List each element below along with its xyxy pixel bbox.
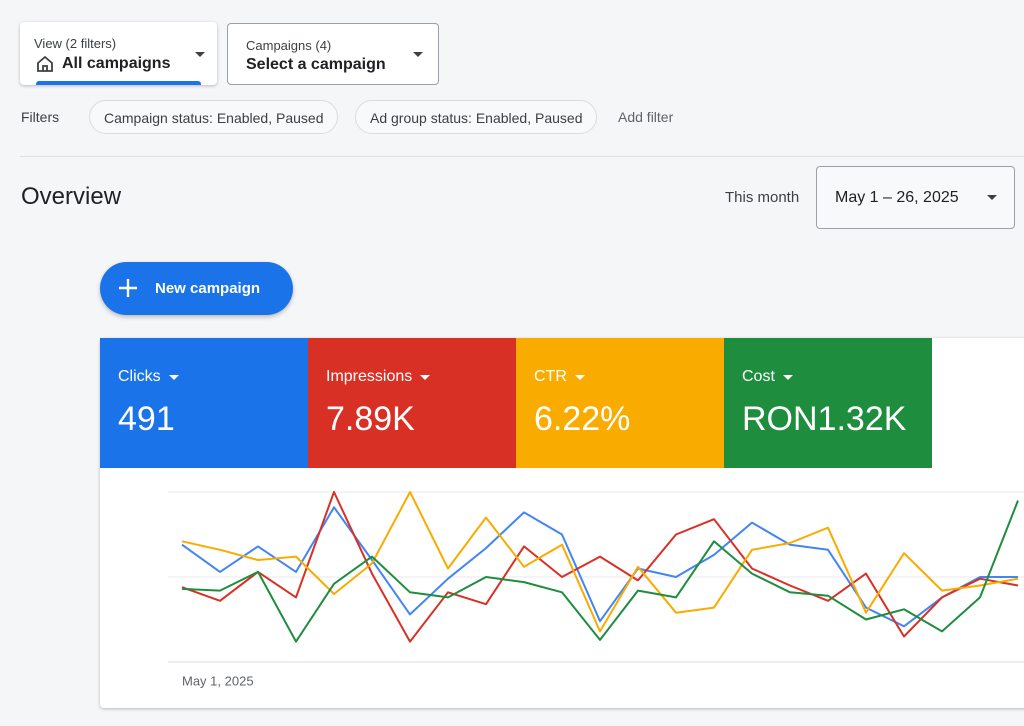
metric-name: CTR bbox=[534, 368, 567, 385]
metric-tile[interactable]: Cost RON1.32K bbox=[724, 338, 932, 468]
home-icon bbox=[37, 55, 53, 72]
date-range[interactable]: May 1 – 26, 2025 bbox=[816, 166, 1015, 229]
metric-value: 7.89K bbox=[326, 400, 415, 438]
metric-name: Clicks bbox=[118, 368, 161, 385]
filter-chip[interactable]: Campaign status: Enabled, Paused bbox=[89, 100, 339, 134]
campaign-value: Select a campaign bbox=[246, 56, 386, 73]
x-tick-label: May 1, 2025 bbox=[182, 673, 254, 688]
active-bar bbox=[36, 81, 201, 85]
series-line bbox=[181, 491, 1019, 633]
view-label: View (2 filters) bbox=[34, 36, 117, 51]
metric-value: RON1.32K bbox=[742, 400, 907, 438]
metric-name: Cost bbox=[742, 368, 775, 385]
campaign-label: Campaigns (4) bbox=[246, 38, 332, 53]
view-selector[interactable]: View (2 filters) All campaigns bbox=[20, 22, 217, 85]
add-filter[interactable]: Add filter bbox=[618, 109, 674, 125]
view-value: All campaigns bbox=[62, 55, 171, 72]
campaign-selector[interactable]: Campaigns (4) Select a campaign bbox=[227, 23, 439, 85]
chart: May 1, 2025 bbox=[168, 491, 1024, 688]
metric-arrow bbox=[420, 375, 431, 380]
divider bbox=[20, 156, 1024, 157]
plus-icon bbox=[119, 279, 137, 297]
range-label: This month bbox=[725, 189, 800, 206]
date-range-value: May 1 – 26, 2025 bbox=[835, 189, 959, 206]
series-line bbox=[181, 500, 1019, 643]
metric-arrow bbox=[574, 375, 585, 380]
filters-label: Filters bbox=[21, 109, 60, 125]
dropdown-arrow bbox=[195, 52, 205, 57]
metric-tile[interactable]: Clicks 491 bbox=[100, 338, 308, 468]
metric-value: 6.22% bbox=[534, 400, 631, 438]
overview-card: Clicks 491 Impressions 7.89K CTR 6.22% Cost RON… bbox=[100, 338, 1024, 708]
new-campaign-button[interactable]: New campaign bbox=[100, 262, 293, 315]
overview-title: Overview bbox=[21, 183, 122, 210]
new-campaign-label: New campaign bbox=[155, 280, 261, 297]
metric-arrow bbox=[782, 375, 793, 380]
dropdown-arrow bbox=[413, 52, 423, 57]
filter-chip[interactable]: Ad group status: Enabled, Paused bbox=[355, 100, 598, 134]
dropdown-arrow bbox=[987, 195, 997, 200]
metric-tile[interactable]: Impressions 7.89K bbox=[308, 338, 516, 468]
metric-name: Impressions bbox=[326, 368, 413, 385]
metric-value: 491 bbox=[118, 400, 175, 438]
metric-arrow bbox=[168, 375, 179, 380]
metric-tile[interactable]: CTR 6.22% bbox=[516, 338, 724, 468]
